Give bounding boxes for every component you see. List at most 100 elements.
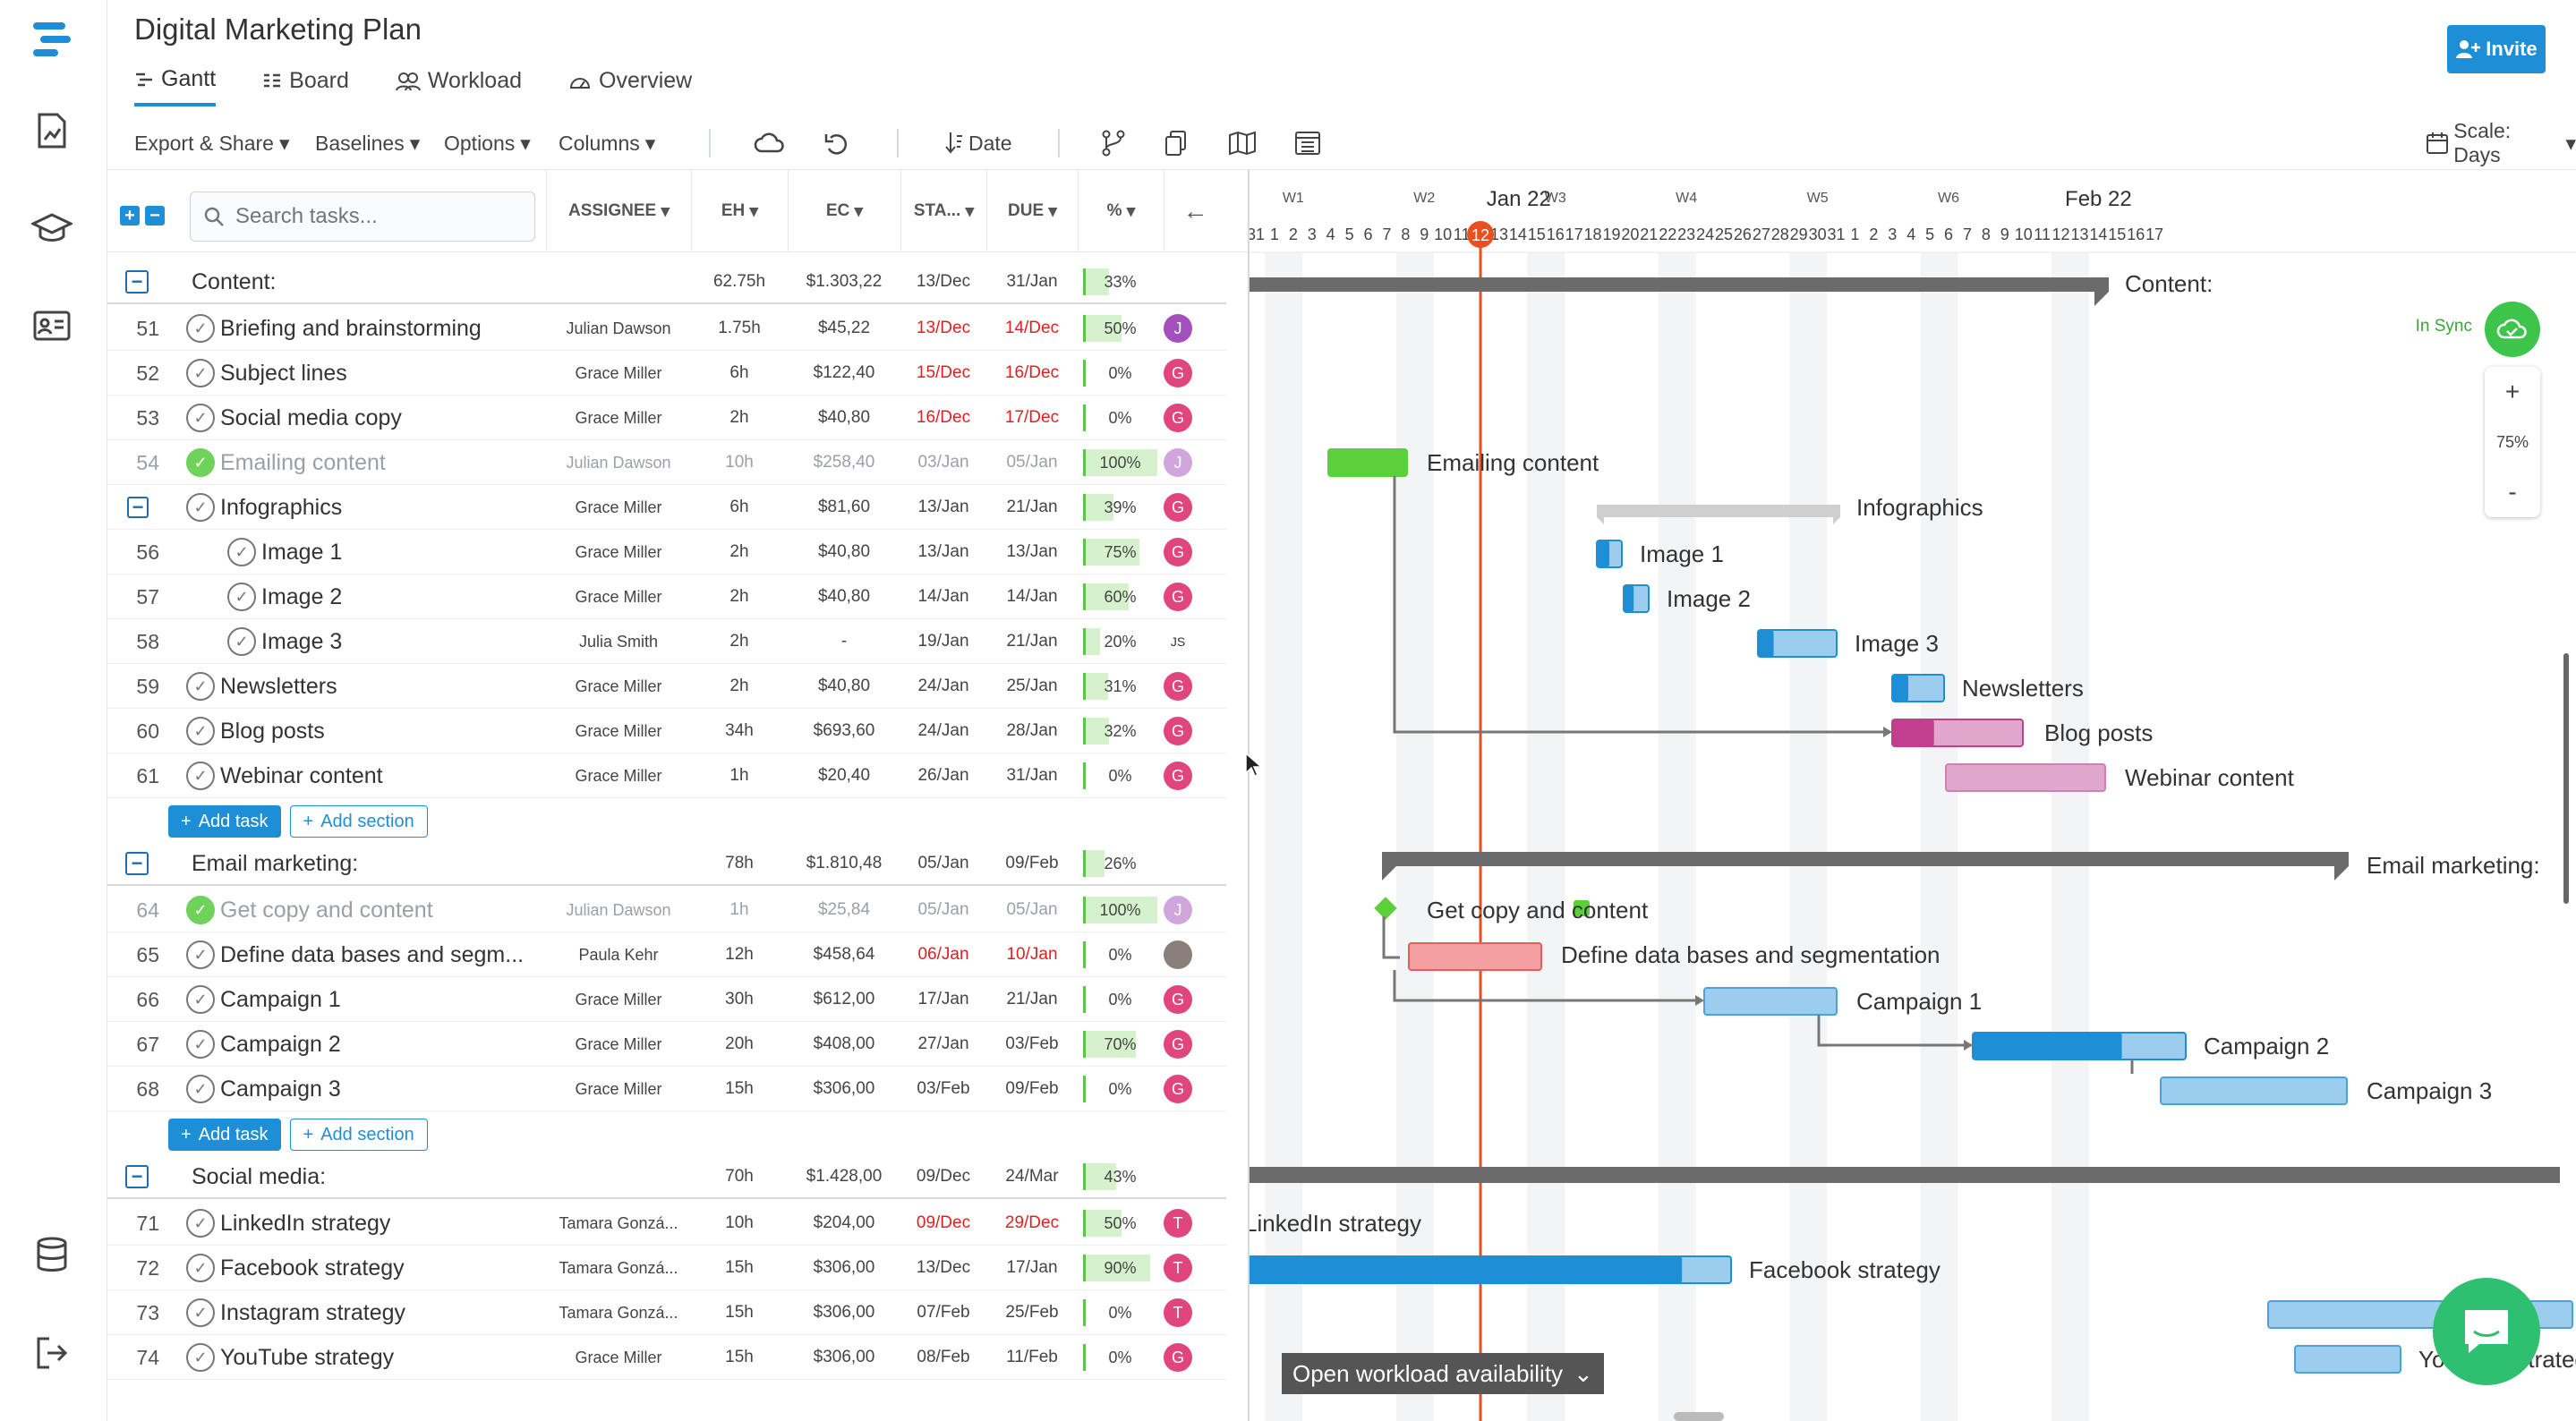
column-assignee[interactable]: ASSIGNEE ▾ (546, 170, 691, 252)
add-section-button[interactable]: + Add section (289, 1119, 428, 1151)
table-row[interactable]: 54 ✓ Emailing content Julian Dawson 10h $258,… (107, 440, 1226, 485)
academy-icon[interactable] (25, 202, 79, 256)
complete-toggle[interactable]: ✓ (227, 619, 256, 664)
complete-toggle[interactable]: ✓ (186, 709, 215, 753)
add-section-button[interactable]: + Add section (289, 805, 428, 838)
table-row[interactable]: 51 ✓ Briefing and brainstorming Julian Daws… (107, 306, 1226, 351)
table-row[interactable]: 72 ✓ Facebook strategy Tamara Gonzá... 15h $3… (107, 1246, 1226, 1290)
add-task-button[interactable]: + Add task (168, 1119, 281, 1151)
task-name[interactable]: Campaign 1 (220, 986, 341, 1012)
expand-all-button[interactable]: + (120, 206, 140, 225)
task-name[interactable]: Facebook strategy (220, 1255, 405, 1281)
table-row[interactable]: 52 ✓ Subject lines Grace Miller 6h $122,40 15/… (107, 351, 1226, 396)
task-name[interactable]: Emailing content (220, 449, 386, 475)
task-name[interactable]: Campaign 2 (220, 1031, 341, 1057)
table-row[interactable]: 68 ✓ Campaign 3 Grace Miller 15h $306,00 03/Fe… (107, 1067, 1226, 1111)
search-input[interactable] (235, 204, 522, 229)
complete-toggle[interactable]: ✓ (186, 351, 215, 396)
scale-menu[interactable]: Scale: Days ▾ (2426, 119, 2576, 166)
tab-board[interactable]: Board (262, 66, 349, 106)
section-name[interactable]: Email marketing: (192, 850, 359, 876)
table-row[interactable]: 66 ✓ Campaign 1 Grace Miller 30h $612,00 17/Ja… (107, 977, 1226, 1022)
task-name[interactable]: Image 3 (261, 628, 343, 654)
tab-gantt[interactable]: Gantt (134, 66, 217, 106)
chat-button[interactable] (2433, 1278, 2540, 1385)
add-task-button[interactable]: + Add task (168, 805, 281, 838)
table-row[interactable]: 59 ✓ Newsletters Grace Miller 2h $40,80 24/Jan… (107, 664, 1226, 709)
assignee-avatar[interactable]: T (1164, 1201, 1194, 1246)
task-name[interactable]: YouTube strategy (220, 1344, 395, 1370)
task-name[interactable]: Social media copy (220, 404, 402, 430)
cloud-save-button[interactable] (754, 125, 786, 161)
workload-availability-button[interactable]: Open workload availability ⌄ (1282, 1353, 1604, 1394)
column-ec[interactable]: EC ▾ (788, 170, 900, 252)
horizontal-scrollbar[interactable] (1674, 1412, 1724, 1421)
invite-button[interactable]: Invite (2447, 25, 2546, 73)
export-share-menu[interactable]: Export & Share ▾ (134, 125, 290, 161)
complete-toggle[interactable]: ✓ (186, 396, 215, 440)
collapse-grid-button[interactable]: ← (1164, 170, 1226, 252)
assignee-avatar[interactable] (1164, 932, 1194, 977)
zoom-in-button[interactable]: + (2504, 378, 2521, 405)
table-row[interactable]: 64 ✓ Get copy and content Julian Dawson 1h $2… (107, 888, 1226, 932)
collapse-all-button[interactable]: − (145, 206, 165, 225)
layout-button[interactable] (1294, 125, 1321, 161)
assignee-avatar[interactable]: G (1164, 485, 1194, 530)
complete-toggle[interactable]: ✓ (227, 574, 256, 619)
task-name[interactable]: Image 1 (261, 539, 343, 565)
complete-toggle[interactable]: ✓ (186, 1201, 215, 1246)
copy-button[interactable] (1164, 125, 1189, 161)
task-name[interactable]: Campaign 3 (220, 1076, 341, 1102)
logout-icon[interactable] (25, 1326, 79, 1380)
undo-button[interactable] (823, 125, 850, 161)
section-toggle[interactable]: − (125, 260, 149, 304)
table-row[interactable]: − ✓ Infographics Grace Miller 6h $81,60 13/Jan… (107, 485, 1226, 530)
assignee-avatar[interactable]: J (1164, 306, 1194, 351)
task-name[interactable]: Newsletters (220, 673, 337, 699)
complete-toggle[interactable]: ✓ (227, 530, 256, 574)
assignee-avatar[interactable]: G (1164, 977, 1194, 1022)
assignee-avatar[interactable]: G (1164, 351, 1194, 396)
column-percent[interactable]: % ▾ (1078, 170, 1164, 252)
task-name[interactable]: LinkedIn strategy (220, 1210, 391, 1236)
complete-toggle[interactable]: ✓ (186, 977, 215, 1022)
table-row[interactable]: 65 ✓ Define data bases and segm... Paula Ke… (107, 932, 1226, 977)
section-toggle[interactable]: − (125, 1154, 149, 1199)
assignee-avatar[interactable]: J (1164, 440, 1194, 485)
task-name[interactable]: Subject lines (220, 360, 347, 386)
search-box[interactable] (190, 191, 535, 242)
table-row[interactable]: 74 ✓ YouTube strategy Grace Miller 15h $306,0… (107, 1335, 1226, 1380)
table-row[interactable]: 60 ✓ Blog posts Grace Miller 34h $693,60 24/Ja… (107, 709, 1226, 753)
table-row[interactable]: 56 ✓ Image 1 Grace Miller 2h $40,80 13/Jan 13/J… (107, 530, 1226, 574)
task-name[interactable]: Define data bases and segm... (220, 941, 525, 967)
task-name[interactable]: Webinar content (220, 762, 383, 788)
table-row[interactable]: 58 ✓ Image 3 Julia Smith 2h - 19/Jan 21/Jan 20% J… (107, 619, 1226, 664)
table-row[interactable]: 61 ✓ Webinar content Grace Miller 1h $20,40 26… (107, 753, 1226, 798)
database-icon[interactable] (25, 1228, 79, 1281)
section-toggle[interactable]: − (125, 841, 149, 886)
complete-toggle[interactable]: ✓ (186, 664, 215, 709)
assignee-avatar[interactable]: T (1164, 1246, 1194, 1290)
report-icon[interactable] (25, 104, 79, 157)
complete-toggle[interactable]: ✓ (186, 1335, 215, 1380)
assignee-avatar[interactable]: G (1164, 1335, 1194, 1380)
logo-icon[interactable] (25, 13, 79, 66)
assignee-avatar[interactable]: JS (1164, 619, 1194, 664)
complete-toggle[interactable]: ✓ (186, 1067, 215, 1111)
assignee-avatar[interactable]: G (1164, 1067, 1194, 1111)
task-name[interactable]: Briefing and brainstorming (220, 315, 482, 341)
dependencies-button[interactable] (1101, 125, 1126, 161)
contacts-icon[interactable] (25, 299, 79, 353)
task-name[interactable]: Infographics (220, 494, 343, 520)
complete-toggle[interactable]: ✓ (186, 888, 215, 932)
complete-toggle[interactable]: ✓ (186, 753, 215, 798)
complete-toggle[interactable]: ✓ (186, 485, 215, 530)
assignee-avatar[interactable]: G (1164, 664, 1194, 709)
table-row[interactable]: 73 ✓ Instagram strategy Tamara Gonzá... 15h $… (107, 1290, 1226, 1335)
assignee-avatar[interactable]: G (1164, 753, 1194, 798)
complete-toggle[interactable]: ✓ (186, 1022, 215, 1067)
task-name[interactable]: Instagram strategy (220, 1299, 406, 1325)
task-name[interactable]: Image 2 (261, 583, 343, 609)
complete-toggle[interactable]: ✓ (186, 440, 215, 485)
complete-toggle[interactable]: ✓ (186, 306, 215, 351)
